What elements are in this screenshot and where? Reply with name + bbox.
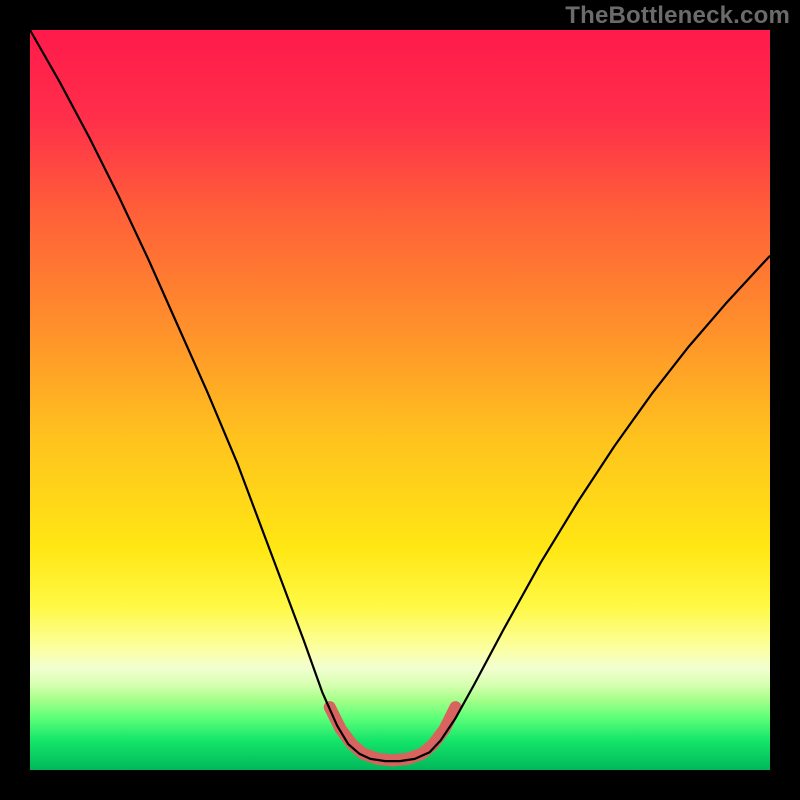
chart-stage: TheBottleneck.com [0, 0, 800, 800]
chart-svg [0, 0, 800, 800]
watermark-text: TheBottleneck.com [565, 2, 790, 30]
plot-background [30, 30, 770, 770]
